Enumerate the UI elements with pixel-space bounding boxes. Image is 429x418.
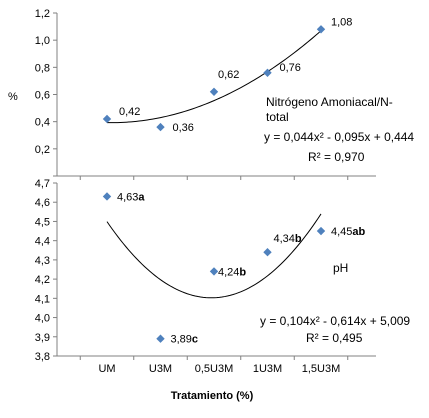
top-legend-line1: Nitrógeno Amoniacal/N-: [266, 95, 393, 109]
y-tick-label: 1,0: [35, 35, 50, 47]
y-tick-label: 4,2: [35, 274, 50, 286]
y-tick-label: 4,5: [35, 216, 50, 228]
y-tick-label: 1,2: [35, 8, 50, 20]
y-tick-label: 3,8: [35, 351, 50, 363]
y-tick-label: 0,2: [35, 144, 50, 156]
data-label: 0,36: [173, 122, 194, 134]
y-tick-label: 0,6: [35, 90, 50, 102]
data-label: 3,89c: [171, 334, 199, 346]
data-point: [263, 248, 272, 257]
x-axis-title: Tratamiento (%): [171, 390, 254, 402]
x-tick-label: 1U3M: [253, 363, 282, 375]
data-point: [156, 122, 165, 132]
data-point: [316, 226, 326, 236]
data-point: [156, 334, 165, 343]
y-tick-label: 3,9: [35, 332, 50, 344]
points-layer: [102, 25, 326, 343]
data-label: 0,42: [119, 106, 140, 118]
trendline-layer: [106, 30, 322, 299]
y-tick-label: 4,7: [35, 178, 50, 190]
trendline: [106, 30, 322, 124]
y-tick-label: 4,4: [35, 236, 50, 248]
axes-layer: 0,2 0,4 0,6 0,8 1,0 1,2 3,8 3,9 4,0 4,1 4,2 4,3 4,4 4…: [35, 8, 376, 375]
x-tick-label: UM: [98, 363, 115, 375]
data-label: 0,62: [218, 69, 239, 81]
data-point: [209, 267, 219, 276]
bottom-legend: pH: [333, 261, 348, 275]
y-tick-label: 4,3: [35, 255, 50, 267]
data-label: 4,45ab: [331, 226, 366, 238]
data-point: [102, 192, 112, 201]
data-point: [209, 87, 219, 96]
y-tick-label: 4,0: [35, 313, 50, 325]
data-label: 0,76: [280, 62, 301, 74]
data-point: [102, 114, 112, 124]
top-r2: R² = 0,970: [308, 150, 365, 164]
bottom-r2: R² = 0,495: [306, 331, 363, 345]
data-point: [263, 68, 272, 77]
bottom-equation: y = 0,104x² - 0,614x + 5,009: [260, 314, 410, 328]
data-label: 4,63a: [117, 191, 145, 203]
y-tick-label: 0,4: [35, 117, 50, 129]
x-tick-label: 0,5U3M: [195, 363, 234, 375]
y-tick-label: 0,8: [35, 62, 50, 74]
y-tick-label: 4,6: [35, 197, 50, 209]
labels-layer: 0,42 0,36 0,62 0,76 1,08 4,63a 3,89c 4,24b 4,34b…: [117, 16, 366, 345]
data-label: 1,08: [331, 16, 352, 28]
y-tick-label: 4,1: [35, 293, 50, 305]
data-point: [316, 25, 326, 34]
data-label: 4,24b: [218, 266, 246, 278]
trendline: [106, 213, 322, 299]
top-ylabel: %: [8, 91, 18, 103]
x-tick-label: 1,5U3M: [302, 363, 341, 375]
top-equation: y = 0,044x² - 0,095x + 0,444: [264, 130, 414, 144]
top-legend-line2: total: [266, 110, 289, 124]
x-tick-label: U3M: [149, 363, 172, 375]
data-label: 4,34b: [274, 233, 302, 245]
